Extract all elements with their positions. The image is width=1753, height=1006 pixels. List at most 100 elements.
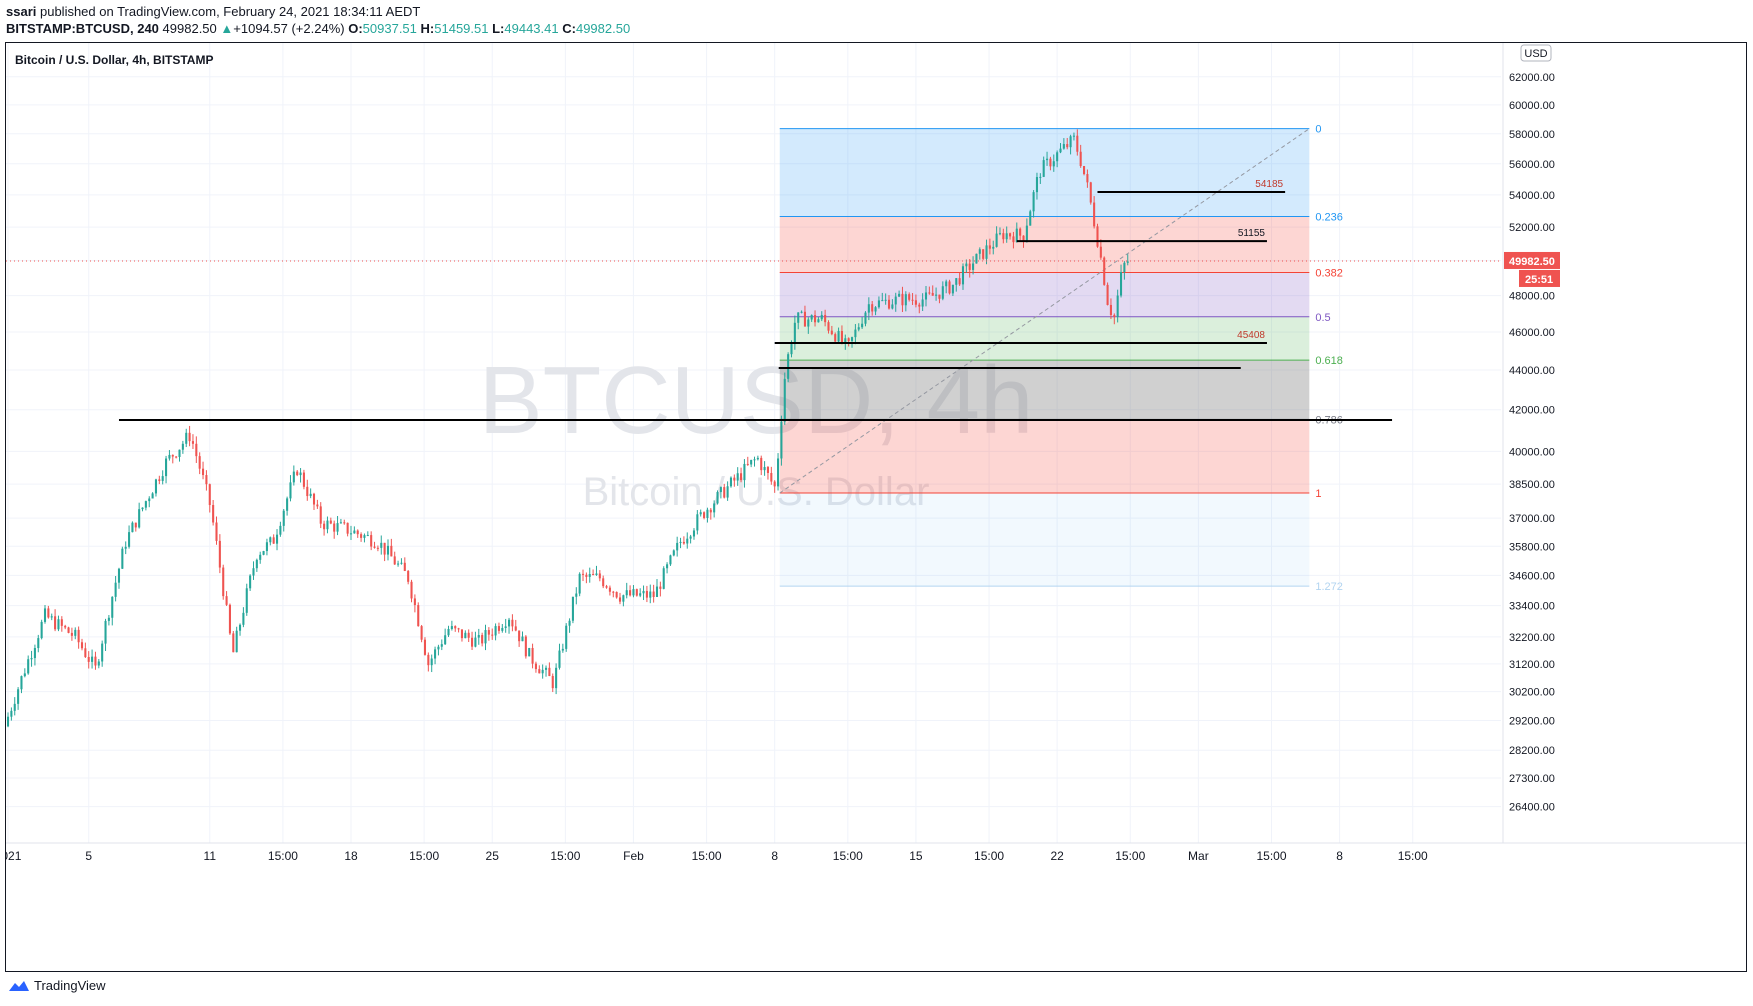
symbol-name[interactable]: BITSTAMP:BTCUSD bbox=[6, 21, 130, 36]
candle-body bbox=[935, 294, 938, 296]
candle-body bbox=[1062, 144, 1065, 149]
candle-body bbox=[74, 629, 77, 636]
candle-body bbox=[1103, 257, 1106, 285]
candle-body bbox=[874, 307, 877, 312]
candle-body bbox=[323, 523, 326, 530]
candle-body bbox=[1059, 148, 1062, 153]
candle-body bbox=[501, 627, 504, 631]
candle-body bbox=[393, 556, 396, 565]
candle-body bbox=[538, 669, 541, 674]
candle-body bbox=[491, 634, 494, 636]
candle-body bbox=[672, 550, 675, 556]
candle-body bbox=[349, 533, 353, 535]
candle-body bbox=[982, 249, 985, 259]
x-tick-label: 15:00 bbox=[974, 849, 1004, 863]
y-tick-label: 30200.00 bbox=[1509, 687, 1555, 699]
candle-body bbox=[77, 629, 80, 643]
candle-body bbox=[602, 578, 605, 587]
y-tick-label: 27300.00 bbox=[1509, 773, 1555, 785]
candle-body bbox=[1066, 144, 1069, 148]
fib-zone bbox=[779, 419, 1310, 494]
candle-body bbox=[608, 587, 611, 592]
candle-body bbox=[558, 650, 561, 668]
candle-body bbox=[1052, 161, 1055, 167]
candle-body bbox=[319, 506, 322, 524]
publisher-user[interactable]: ssari bbox=[6, 4, 37, 19]
x-tick-label: 15:00 bbox=[692, 849, 722, 863]
candle-body bbox=[588, 574, 591, 577]
candle-body bbox=[286, 498, 289, 511]
candle-body bbox=[427, 654, 430, 666]
candle-body bbox=[128, 532, 131, 547]
candle-body bbox=[1009, 233, 1012, 237]
candle-body bbox=[1072, 135, 1075, 137]
x-tick-label: 8 bbox=[771, 849, 778, 863]
candle-body bbox=[477, 635, 480, 638]
y-tick-label: 26400.00 bbox=[1509, 802, 1555, 814]
candle-body bbox=[1113, 314, 1116, 317]
o-value: 50937.51 bbox=[362, 21, 417, 36]
candle-body bbox=[504, 626, 507, 628]
candle-body bbox=[793, 322, 796, 345]
y-tick-label: 62000.00 bbox=[1509, 72, 1555, 84]
y-tick-label: 40000.00 bbox=[1509, 446, 1555, 458]
x-tick-label: 18 bbox=[344, 849, 358, 863]
candle-body bbox=[743, 463, 746, 481]
candle-body bbox=[649, 591, 652, 598]
candle-body bbox=[571, 596, 574, 621]
candle-body bbox=[1093, 202, 1096, 227]
candle-body bbox=[447, 628, 450, 636]
candle-body bbox=[64, 625, 67, 628]
candle-body bbox=[945, 281, 948, 287]
y-tick-label: 37000.00 bbox=[1509, 513, 1555, 525]
candle-body bbox=[908, 294, 911, 300]
candle-body bbox=[773, 481, 776, 487]
chart-canvas[interactable]: BTCUSD, 4h Bitcoin / U.S. Dollar 0 0.236 0.3… bbox=[6, 43, 1746, 971]
candle-body bbox=[803, 311, 806, 327]
x-tick-label: 15:00 bbox=[1115, 849, 1145, 863]
candle-body bbox=[867, 304, 870, 313]
y-tick-label: 60000.00 bbox=[1509, 100, 1555, 112]
candle-body bbox=[756, 457, 759, 460]
candle-body bbox=[1076, 135, 1079, 152]
candle-body bbox=[871, 304, 874, 312]
x-tick-label: 2021 bbox=[6, 849, 22, 863]
candle-body bbox=[676, 542, 679, 551]
fib-zone bbox=[779, 493, 1310, 587]
y-tick-label: 58000.00 bbox=[1509, 129, 1555, 141]
candle-body bbox=[191, 441, 195, 444]
publish-text: published on TradingView.com, February 2… bbox=[36, 4, 421, 19]
candle-body bbox=[1116, 295, 1119, 317]
candle-body bbox=[464, 632, 467, 639]
candle-body bbox=[988, 245, 991, 249]
candle-body bbox=[329, 520, 332, 524]
candle-body bbox=[827, 322, 830, 331]
fib-level-label: 1 bbox=[1315, 488, 1321, 500]
candle-body bbox=[366, 535, 369, 537]
interval[interactable]: 240 bbox=[137, 21, 159, 36]
candle-body bbox=[840, 330, 843, 343]
candle-body bbox=[541, 669, 544, 674]
x-tick-label: 15:00 bbox=[833, 849, 863, 863]
candle-body bbox=[780, 421, 783, 459]
candle-body bbox=[339, 522, 342, 524]
candle-body bbox=[97, 661, 100, 666]
candle-body bbox=[171, 454, 174, 457]
footer-brand[interactable]: TradingView bbox=[34, 978, 106, 993]
y-tick-label: 54000.00 bbox=[1509, 190, 1555, 202]
y-tick-label: 32200.00 bbox=[1509, 632, 1555, 644]
candle-body bbox=[706, 509, 709, 518]
candle-body bbox=[1109, 304, 1112, 315]
candle-body bbox=[696, 514, 699, 531]
candle-body bbox=[733, 477, 736, 481]
candle-body bbox=[43, 608, 47, 622]
candle-body bbox=[884, 299, 887, 301]
candle-body bbox=[373, 546, 376, 548]
candle-body bbox=[726, 486, 729, 498]
candle-body bbox=[1049, 158, 1052, 167]
c-value: 49982.50 bbox=[575, 21, 631, 36]
candle-body bbox=[228, 604, 231, 634]
candle-body bbox=[642, 590, 645, 594]
candle-body bbox=[904, 294, 907, 306]
candle-body bbox=[605, 586, 608, 588]
